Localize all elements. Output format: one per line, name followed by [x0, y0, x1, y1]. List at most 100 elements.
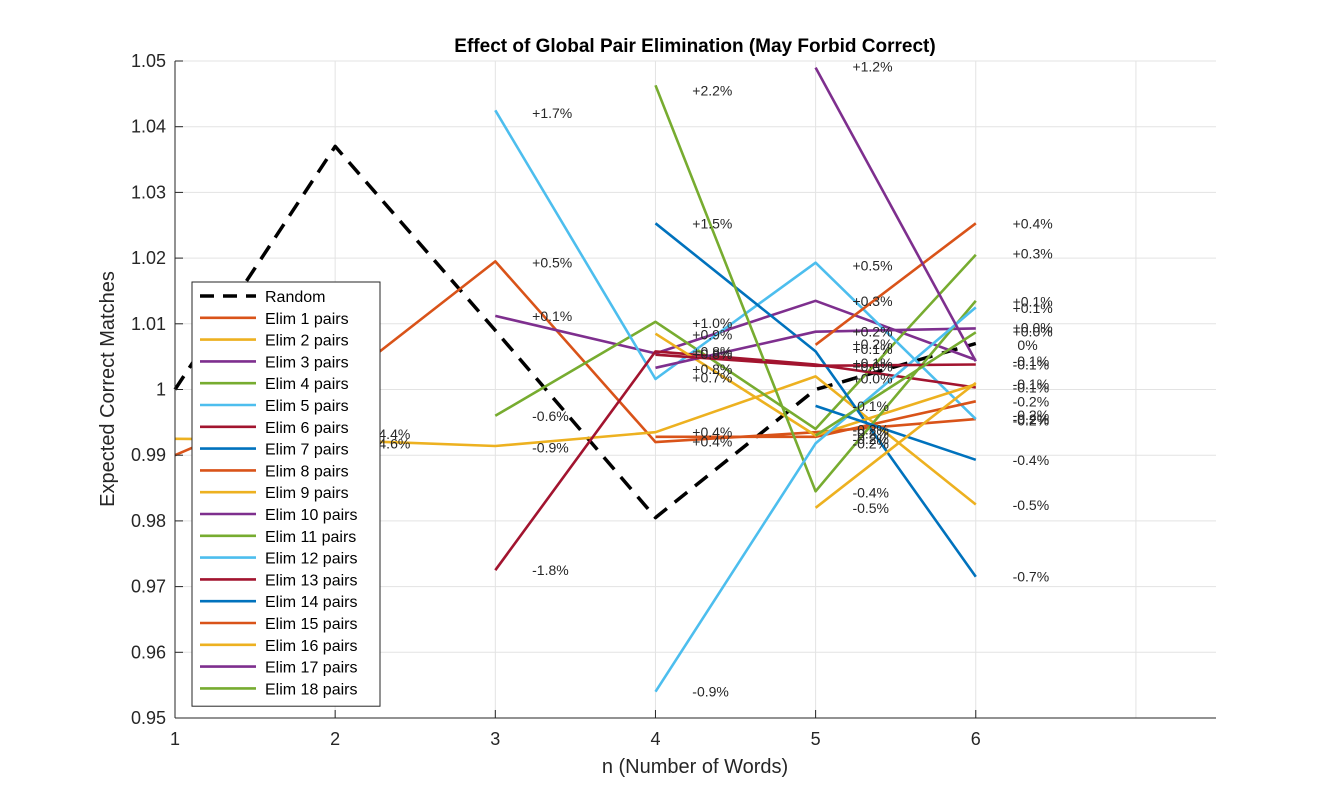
y-tick-label: 1.03	[131, 182, 166, 202]
x-tick-label: 6	[971, 729, 981, 749]
chart-title: Effect of Global Pair Elimination (May F…	[454, 36, 935, 57]
series-line-13	[655, 353, 976, 368]
annotation-label: -0.6%	[532, 408, 569, 424]
y-tick-label: 0.98	[131, 511, 166, 531]
legend-label: Elim 17 pairs	[265, 660, 357, 677]
annotation-label: -0.7%	[1013, 569, 1050, 585]
annotation-label: +0.4%	[1013, 215, 1053, 231]
annotation-label: +0.8%	[692, 343, 732, 359]
annotation-label: +2.2%	[692, 83, 732, 99]
legend-label: Elim 2 pairs	[265, 333, 349, 350]
y-tick-label: 0.96	[131, 642, 166, 662]
y-tick-label: 1.02	[131, 248, 166, 268]
annotation-label: -0.2%	[1013, 412, 1050, 428]
series-line-7	[654, 222, 977, 578]
y-tick-label: 0.97	[131, 577, 166, 597]
annotation-label: -0.2%	[852, 426, 889, 442]
legend-label: Elim 16 pairs	[265, 638, 357, 655]
x-tick-label: 1	[170, 729, 180, 749]
x-tick-label: 2	[330, 729, 340, 749]
annotation-label: 4.6%	[378, 435, 410, 451]
y-tick-label: 1	[156, 380, 166, 400]
legend-label: Elim 18 pairs	[265, 681, 357, 698]
legend-label: Elim 5 pairs	[265, 398, 349, 415]
annotation-label: -0.1%	[852, 398, 889, 414]
annotation-label: -0.2%	[1013, 393, 1050, 409]
legend-label: Random	[265, 289, 325, 306]
annotation-label: +0.3%	[852, 293, 892, 309]
annotation-label: +0.0%	[1013, 320, 1053, 336]
y-tick-label: 0.95	[131, 708, 166, 728]
annotation-label: -0.5%	[1013, 497, 1050, 513]
annotation-label: +1.2%	[852, 58, 892, 74]
y-axis-label: Expected Correct Matches	[97, 271, 119, 507]
annotation-label: +0.1%	[1013, 293, 1053, 309]
legend-label: Elim 6 pairs	[265, 420, 349, 437]
series-line-17	[814, 66, 977, 362]
legend-label: Elim 11 pairs	[265, 529, 356, 546]
series-line-15	[814, 222, 977, 346]
legend-label: Elim 1 pairs	[265, 311, 349, 328]
annotation-label: +0.0%	[852, 359, 892, 375]
annotation-label: +0.9%	[692, 326, 732, 342]
annotation-label: -0.2%	[1013, 407, 1050, 423]
annotation-label: -0.1%	[1013, 380, 1050, 396]
series-line-12	[654, 306, 977, 693]
y-tick-label: 0.99	[131, 445, 166, 465]
annotation-label: -0.9%	[532, 439, 569, 455]
annotations: 4.4%4.6% +1.7% +0.5% +0.1% -0.6% -0.9% -1.8% +2…	[378, 58, 1052, 699]
series-line-10	[655, 327, 976, 370]
legend-label: Elim 4 pairs	[265, 376, 349, 393]
y-tick-label: 1.01	[131, 314, 166, 334]
series-line-0	[173, 144, 977, 520]
annotation-label: -0.2%	[852, 422, 889, 438]
annotation-label: +0.7%	[692, 370, 732, 386]
annotation-label: +0.4%	[692, 433, 732, 449]
annotation-label: -0.4%	[1013, 452, 1050, 468]
annotation-label: +0.0%	[1013, 324, 1053, 340]
annotation-label: +0.5%	[852, 257, 892, 273]
axes: 1 2 3 4 5 6 0.95 0.96 0.97 0.98 0.99 1 1.01 1.02 1.03 1…	[131, 51, 1216, 749]
annotation-label: +0.1%	[852, 341, 892, 357]
annotation-label: -0.2%	[852, 435, 889, 451]
annotation-label: -0.9%	[692, 684, 729, 700]
annotation-label: +0.8%	[692, 361, 732, 377]
legend: Random Elim 1 pairs Elim 2 pairs Elim 3 pai…	[191, 281, 381, 707]
series-line-5	[494, 109, 977, 421]
annotation-label: -0.1%	[1013, 353, 1050, 369]
annotation-label: -0.2%	[1013, 411, 1050, 427]
annotation-label: +1.5%	[692, 215, 732, 231]
legend-label: Elim 13 pairs	[265, 572, 357, 589]
annotation-label: +0.2%	[852, 336, 892, 352]
legend-label: Elim 10 pairs	[265, 507, 357, 524]
annotation-label: -0.2%	[852, 431, 889, 447]
x-axis-label: n (Number of Words)	[602, 756, 788, 778]
annotation-label: +1.0%	[692, 315, 732, 331]
annotation-label: -0.5%	[852, 500, 889, 516]
annotation-label: -1.8%	[532, 562, 569, 578]
annotation-label: +0.0%	[852, 370, 892, 386]
annotation-label: -0.4%	[852, 485, 889, 501]
x-tick-label: 4	[650, 729, 660, 749]
series-line-18	[814, 331, 977, 437]
legend-label: Elim 7 pairs	[265, 442, 349, 459]
y-tick-label: 1.04	[131, 117, 166, 137]
annotation-label: +0.1%	[1013, 300, 1053, 316]
annotation-label: +0.5%	[532, 255, 572, 271]
annotation-label: -0.1%	[1013, 376, 1050, 392]
annotation-label: +0.2%	[852, 324, 892, 340]
x-tick-label: 5	[811, 729, 821, 749]
annotation-label: +0.4%	[692, 424, 732, 440]
annotation-label: +0.3%	[1013, 246, 1053, 262]
legend-label: Elim 14 pairs	[265, 594, 357, 611]
annotation-label: +0.8%	[692, 346, 732, 362]
legend-box	[191, 281, 381, 707]
annotation-label: +0.1%	[852, 355, 892, 371]
legend-label: Elim 8 pairs	[265, 463, 349, 480]
legend-label: Elim 3 pairs	[265, 354, 349, 371]
annotation-label: +1.7%	[532, 105, 572, 121]
annotation-label: 4.4%	[378, 426, 410, 442]
series-lines	[173, 66, 977, 693]
